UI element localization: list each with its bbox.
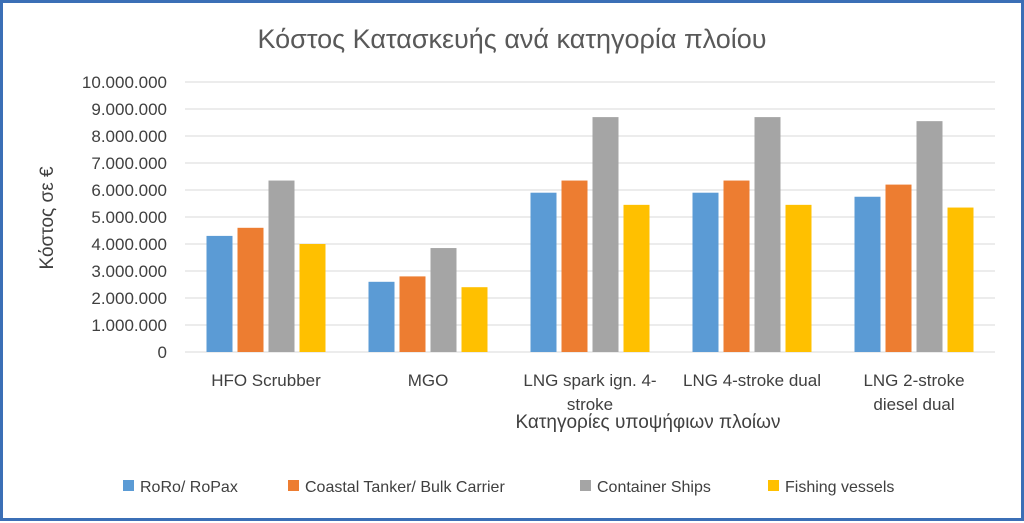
bar-container-ships <box>916 121 943 353</box>
y-axis-title: Κόστος σε € <box>37 166 58 269</box>
bar-container-ships <box>754 117 781 352</box>
bar-coastal-tanker-bulk-carrier <box>561 180 588 352</box>
y-tick-label: 3.000.000 <box>91 262 167 281</box>
legend-item: RoRo/ RoPax <box>123 479 238 496</box>
x-category-label: diesel dual <box>873 395 954 414</box>
x-category-label: LNG 2-stroke <box>863 371 964 390</box>
x-category-label: LNG 4-stroke dual <box>683 371 821 390</box>
y-tick-label: 5.000.000 <box>91 208 167 227</box>
legend: RoRo/ RoPax Coastal Tanker/ Bulk Carrier C… <box>123 479 894 496</box>
bar-roro-ropax <box>692 192 719 352</box>
bar-roro-ropax <box>206 235 233 352</box>
bar-container-ships <box>592 117 619 352</box>
legend-swatch <box>123 480 134 491</box>
y-tick-label: 1.000.000 <box>91 316 167 335</box>
legend-label: RoRo/ RoPax <box>140 479 238 496</box>
x-axis-categories: HFO Scrubber MGO LNG spark ign. 4- stroke LN… <box>211 371 964 414</box>
bar-roro-ropax <box>854 196 881 352</box>
bar-fishing-vessels <box>947 207 974 352</box>
bar-container-ships <box>430 248 457 352</box>
bar-chart: Κόστος Κατασκευής ανά κατηγορία πλοίου 0… <box>37 24 995 496</box>
bar-coastal-tanker-bulk-carrier <box>885 184 912 352</box>
bar-fishing-vessels <box>785 204 812 352</box>
bar-coastal-tanker-bulk-carrier <box>723 180 750 352</box>
y-tick-label: 0 <box>158 343 167 362</box>
legend-swatch <box>580 480 591 491</box>
bar-container-ships <box>268 180 295 352</box>
x-category-label: stroke <box>567 395 613 414</box>
bar-fishing-vessels <box>461 287 488 352</box>
x-axis-title: Κατηγορίες υποψήφιων πλοίων <box>515 412 780 433</box>
y-tick-label: 6.000.000 <box>91 181 167 200</box>
x-category-label: LNG spark ign. 4- <box>523 371 656 390</box>
bar-fishing-vessels <box>299 244 326 352</box>
y-tick-label: 2.000.000 <box>91 289 167 308</box>
legend-label: Coastal Tanker/ Bulk Carrier <box>305 479 505 496</box>
legend-swatch <box>288 480 299 491</box>
legend-item: Coastal Tanker/ Bulk Carrier <box>288 479 505 496</box>
y-tick-label: 4.000.000 <box>91 235 167 254</box>
chart-title: Κόστος Κατασκευής ανά κατηγορία πλοίου <box>257 24 766 54</box>
bar-roro-ropax <box>530 192 557 352</box>
y-tick-label: 8.000.000 <box>91 127 167 146</box>
bar-fishing-vessels <box>623 204 650 352</box>
y-tick-label: 7.000.000 <box>91 154 167 173</box>
y-tick-label: 10.000.000 <box>82 73 167 92</box>
bar-coastal-tanker-bulk-carrier <box>237 227 264 352</box>
legend-item: Fishing vessels <box>768 479 894 496</box>
x-category-label: MGO <box>408 371 449 390</box>
bar-roro-ropax <box>368 281 395 352</box>
legend-item: Container Ships <box>580 479 711 496</box>
legend-label: Container Ships <box>597 479 711 496</box>
bar-coastal-tanker-bulk-carrier <box>399 276 426 352</box>
y-tick-label: 9.000.000 <box>91 100 167 119</box>
bars <box>206 117 974 353</box>
x-category-label: HFO Scrubber <box>211 371 321 390</box>
legend-label: Fishing vessels <box>785 479 894 496</box>
y-axis-ticks: 0 1.000.000 2.000.000 3.000.000 4.000.000 5.0… <box>82 73 167 362</box>
legend-swatch <box>768 480 779 491</box>
